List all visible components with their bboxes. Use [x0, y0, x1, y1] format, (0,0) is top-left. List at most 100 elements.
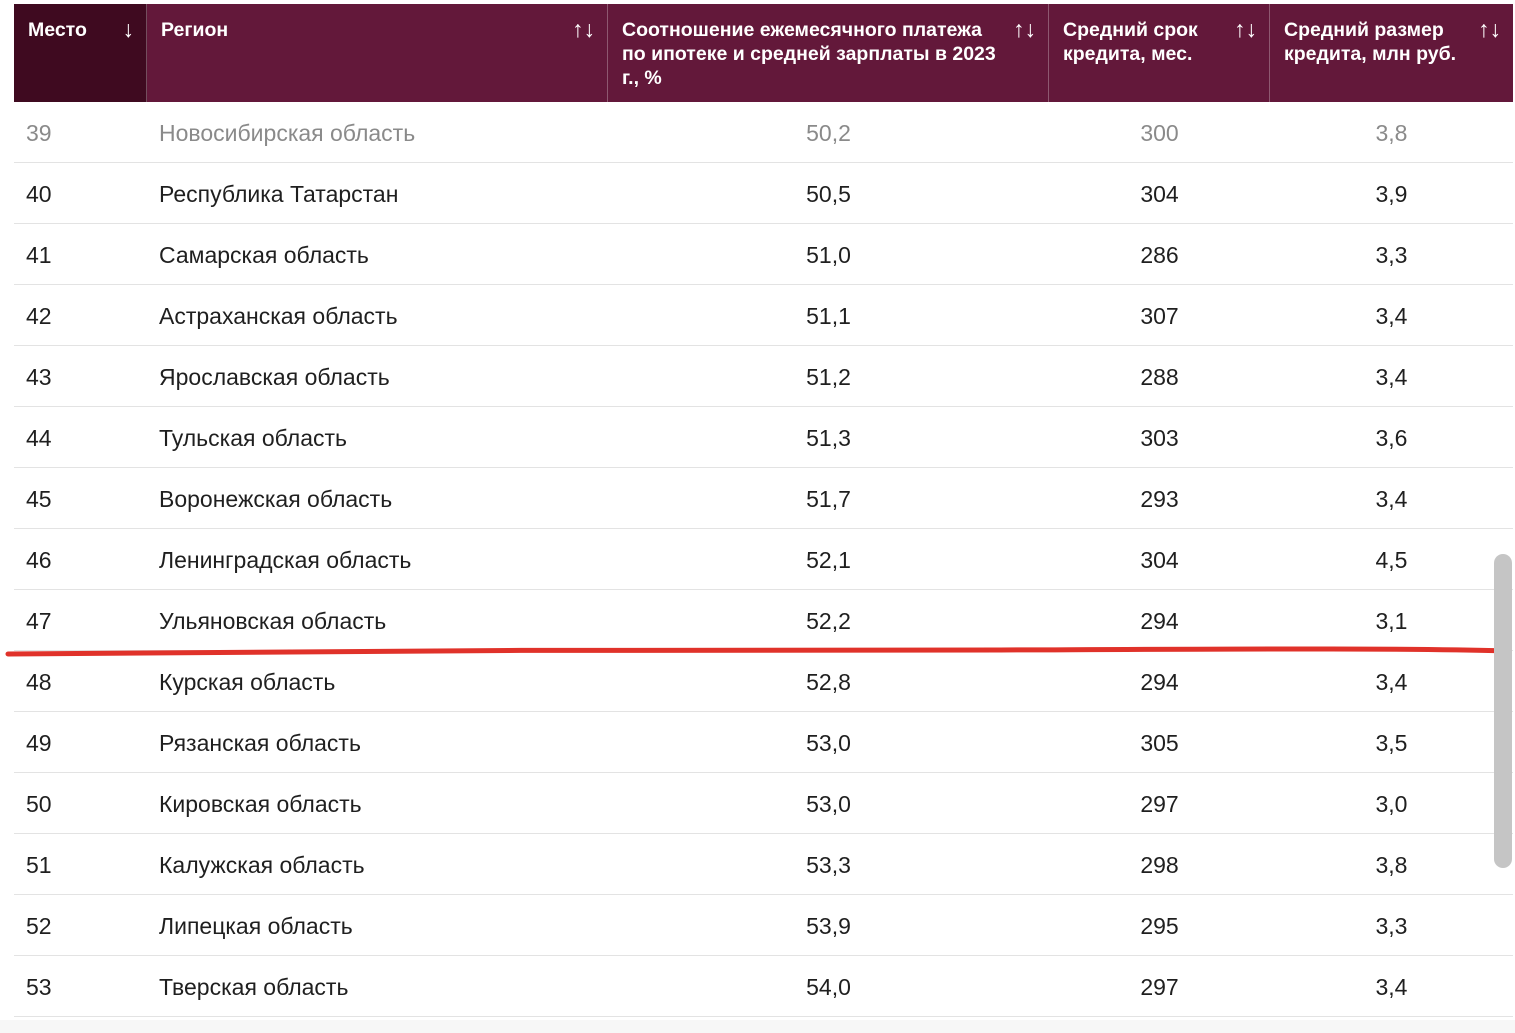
cell-region: Ленинградская область: [159, 547, 412, 573]
table-row: 52 Липецкая область 53,9 295 3,3: [14, 895, 1513, 956]
column-label-loan-size: Средний размер кредита, млн руб.: [1284, 19, 1457, 65]
cell-region: Воронежская область: [159, 486, 393, 512]
cell-term: 295: [1140, 913, 1179, 939]
cell-region: Новосибирская область: [159, 120, 416, 146]
cell-ratio: 52,2: [806, 608, 851, 634]
cell-term: 303: [1140, 425, 1179, 451]
cell-region: Рязанская область: [159, 730, 361, 756]
cell-place: 49: [26, 730, 52, 756]
bottom-strip: [0, 1020, 1515, 1033]
table-row: 39 Новосибирская область 50,2 300 3,8: [14, 102, 1513, 163]
cell-place: 53: [26, 974, 52, 1000]
cell-loan-size: 4,5: [1375, 547, 1408, 573]
sort-toggle-icon[interactable]: ↑↓: [1234, 16, 1257, 42]
cell-region: Республика Татарстан: [159, 181, 399, 207]
cell-region: Ярославская область: [159, 364, 390, 390]
column-label-term: Средний срок кредита, мес.: [1063, 19, 1198, 65]
cell-loan-size: 3,4: [1375, 364, 1408, 390]
table-row: 45 Воронежская область 51,7 293 3,4: [14, 468, 1513, 529]
cell-term: 297: [1140, 791, 1179, 817]
table-row: 50 Кировская область 53,0 297 3,0: [14, 773, 1513, 834]
sort-toggle-icon[interactable]: ↑↓: [572, 16, 595, 42]
cell-term: 305: [1140, 730, 1179, 756]
cell-loan-size: 3,9: [1375, 181, 1408, 207]
column-header-place[interactable]: Место ↓: [14, 4, 147, 102]
cell-place: 42: [26, 303, 52, 329]
column-header-loan-size[interactable]: Средний размер кредита, млн руб. ↑↓: [1270, 4, 1513, 102]
sort-toggle-icon[interactable]: ↑↓: [1478, 16, 1501, 42]
cell-ratio: 51,1: [806, 303, 851, 329]
cell-region: Кировская область: [159, 791, 362, 817]
annotation-underline: [5, 646, 1509, 657]
cell-loan-size: 3,3: [1375, 913, 1408, 939]
cell-place: 51: [26, 852, 52, 878]
cell-place: 40: [26, 181, 52, 207]
cell-term: 304: [1140, 547, 1179, 573]
cell-region: Астраханская область: [159, 303, 398, 329]
table-body: 39 Новосибирская область 50,2 300 3,8 40 Респу…: [14, 102, 1513, 1017]
cell-loan-size: 3,6: [1375, 425, 1408, 451]
cell-place: 47: [26, 608, 52, 634]
cell-region: Ульяновская область: [159, 608, 387, 634]
column-label-region: Регион: [161, 19, 229, 41]
column-header-term[interactable]: Средний срок кредита, мес. ↑↓: [1049, 4, 1270, 102]
cell-loan-size: 3,4: [1375, 669, 1408, 695]
table-row: 44 Тульская область 51,3 303 3,6: [14, 407, 1513, 468]
column-label-ratio: Соотношение ежемесячного платежа по ипот…: [622, 19, 996, 89]
cell-ratio: 53,3: [806, 852, 851, 878]
scrollbar-thumb[interactable]: [1494, 554, 1512, 868]
cell-place: 52: [26, 913, 52, 939]
cell-ratio: 54,0: [806, 974, 851, 1000]
cell-term: 286: [1140, 242, 1179, 268]
cell-loan-size: 3,1: [1375, 608, 1408, 634]
ranking-table: Место ↓ Регион ↑↓ Соотношение ежемесячно…: [14, 4, 1513, 1017]
table-row: 46 Ленинградская область 52,1 304 4,5: [14, 529, 1513, 590]
cell-term: 300: [1140, 120, 1179, 146]
cell-ratio: 50,2: [806, 120, 851, 146]
cell-loan-size: 3,3: [1375, 242, 1408, 268]
cell-region: Липецкая область: [159, 913, 353, 939]
cell-loan-size: 3,5: [1375, 730, 1408, 756]
cell-region: Курская область: [159, 669, 336, 695]
cell-place: 50: [26, 791, 52, 817]
cell-loan-size: 3,4: [1375, 974, 1408, 1000]
cell-term: 304: [1140, 181, 1179, 207]
cell-term: 294: [1140, 608, 1179, 634]
cell-ratio: 53,0: [806, 730, 851, 756]
cell-term: 298: [1140, 852, 1179, 878]
column-header-region[interactable]: Регион ↑↓: [147, 4, 608, 102]
cell-place: 44: [26, 425, 52, 451]
cell-ratio: 53,0: [806, 791, 851, 817]
cell-term: 294: [1140, 669, 1179, 695]
cell-region: Тульская область: [159, 425, 348, 451]
cell-place: 39: [26, 120, 52, 146]
sort-desc-icon[interactable]: ↓: [122, 16, 135, 42]
table-row: 51 Калужская область 53,3 298 3,8: [14, 834, 1513, 895]
cell-loan-size: 3,8: [1375, 852, 1408, 878]
table-row: 53 Тверская область 54,0 297 3,4: [14, 956, 1513, 1017]
table-row: 40 Республика Татарстан 50,5 304 3,9: [14, 163, 1513, 224]
table-row: 41 Самарская область 51,0 286 3,3: [14, 224, 1513, 285]
sort-toggle-icon[interactable]: ↑↓: [1013, 16, 1036, 42]
cell-place: 43: [26, 364, 52, 390]
cell-ratio: 51,2: [806, 364, 851, 390]
cell-ratio: 52,1: [806, 547, 851, 573]
table-header: Место ↓ Регион ↑↓ Соотношение ежемесячно…: [14, 4, 1513, 102]
cell-loan-size: 3,0: [1375, 791, 1408, 817]
cell-place: 41: [26, 242, 52, 268]
cell-place: 48: [26, 669, 52, 695]
cell-ratio: 51,3: [806, 425, 851, 451]
cell-place: 46: [26, 547, 52, 573]
cell-place: 45: [26, 486, 52, 512]
cell-ratio: 52,8: [806, 669, 851, 695]
cell-region: Тверская область: [159, 974, 349, 1000]
cell-term: 297: [1140, 974, 1179, 1000]
cell-region: Калужская область: [159, 852, 365, 878]
table-row: 48 Курская область 52,8 294 3,4: [14, 651, 1513, 712]
cell-term: 288: [1140, 364, 1179, 390]
cell-ratio: 50,5: [806, 181, 851, 207]
column-header-ratio[interactable]: Соотношение ежемесячного платежа по ипот…: [608, 4, 1049, 102]
table-row: 43 Ярославская область 51,2 288 3,4: [14, 346, 1513, 407]
cell-term: 293: [1140, 486, 1179, 512]
table-row: 49 Рязанская область 53,0 305 3,5: [14, 712, 1513, 773]
